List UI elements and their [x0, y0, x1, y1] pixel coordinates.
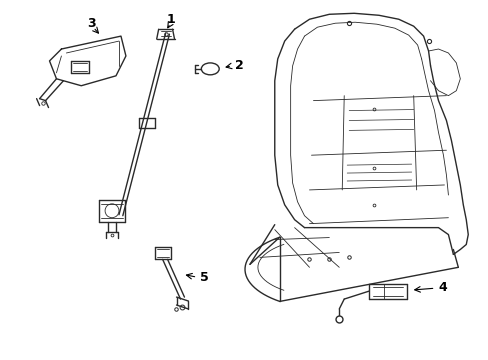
Text: 2: 2 [235, 59, 244, 72]
Text: 3: 3 [87, 17, 95, 30]
Text: 1: 1 [166, 13, 175, 26]
Text: 5: 5 [200, 271, 209, 284]
Text: 4: 4 [438, 281, 447, 294]
